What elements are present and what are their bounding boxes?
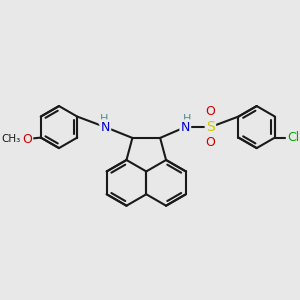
Text: O: O — [22, 133, 32, 146]
Text: O: O — [206, 105, 215, 118]
Text: H: H — [182, 113, 191, 124]
Text: N: N — [181, 121, 190, 134]
Text: Cl: Cl — [287, 131, 299, 144]
Text: O: O — [206, 136, 215, 149]
Text: S: S — [206, 120, 215, 134]
Text: CH₃: CH₃ — [1, 134, 20, 144]
Text: H: H — [100, 113, 108, 124]
Text: N: N — [100, 121, 110, 134]
